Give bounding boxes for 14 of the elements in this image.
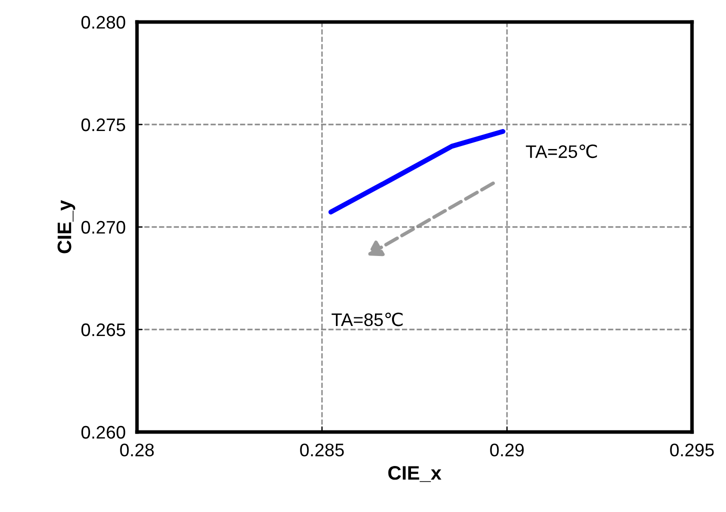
- y-tick-label: 0.260: [81, 426, 126, 439]
- y-tick-label: 0.280: [81, 16, 126, 29]
- y-tick-label: 0.270: [81, 220, 126, 234]
- y-tick-label: 0.275: [81, 118, 126, 132]
- y-tick-label: 0.265: [81, 323, 126, 336]
- y-axis-title: CIE_y: [58, 200, 76, 254]
- x-tick-label: 0.28: [120, 444, 154, 456]
- x-tick-label: 0.29: [490, 444, 524, 456]
- x-tick-label: 0.285: [300, 444, 344, 456]
- line-series: [328, 129, 506, 214]
- annotation: TA=85℃: [332, 312, 403, 326]
- x-axis-title: CIE_x: [388, 466, 442, 482]
- x-tick-label: 0.295: [670, 444, 714, 456]
- annotation: TA=25℃: [526, 144, 597, 158]
